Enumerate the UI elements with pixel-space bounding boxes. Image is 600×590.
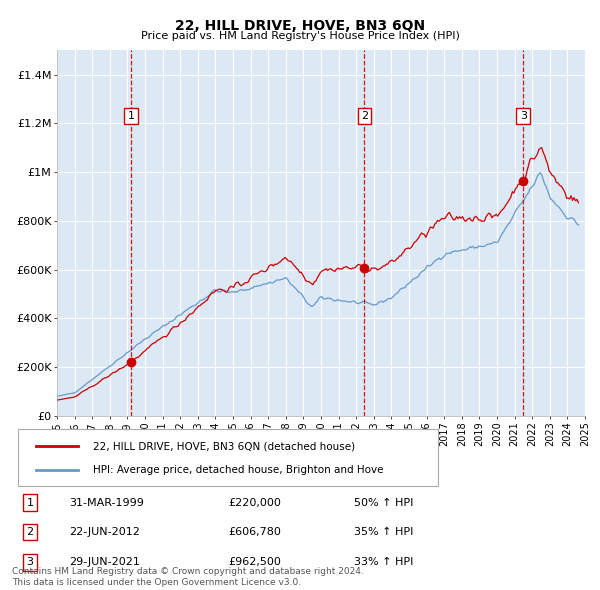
Text: 2: 2 [26,527,34,537]
Text: 50% ↑ HPI: 50% ↑ HPI [354,497,413,507]
Text: 35% ↑ HPI: 35% ↑ HPI [354,527,413,537]
Text: 29-JUN-2021: 29-JUN-2021 [69,558,140,567]
Text: 2: 2 [361,111,368,121]
Text: Price paid vs. HM Land Registry's House Price Index (HPI): Price paid vs. HM Land Registry's House … [140,31,460,41]
Text: 3: 3 [26,558,34,567]
Text: 1: 1 [26,497,34,507]
Text: 3: 3 [520,111,527,121]
Text: 33% ↑ HPI: 33% ↑ HPI [354,558,413,567]
Text: 1: 1 [128,111,135,121]
Text: £962,500: £962,500 [228,558,281,567]
Text: 31-MAR-1999: 31-MAR-1999 [69,497,144,507]
Text: 22, HILL DRIVE, HOVE, BN3 6QN: 22, HILL DRIVE, HOVE, BN3 6QN [175,19,425,33]
Text: £606,780: £606,780 [228,527,281,537]
FancyBboxPatch shape [18,428,438,486]
Text: 22, HILL DRIVE, HOVE, BN3 6QN (detached house): 22, HILL DRIVE, HOVE, BN3 6QN (detached … [93,441,355,451]
Text: Contains HM Land Registry data © Crown copyright and database right 2024.
This d: Contains HM Land Registry data © Crown c… [12,567,364,586]
Text: HPI: Average price, detached house, Brighton and Hove: HPI: Average price, detached house, Brig… [93,465,383,475]
Text: £220,000: £220,000 [228,497,281,507]
Text: 22-JUN-2012: 22-JUN-2012 [69,527,140,537]
